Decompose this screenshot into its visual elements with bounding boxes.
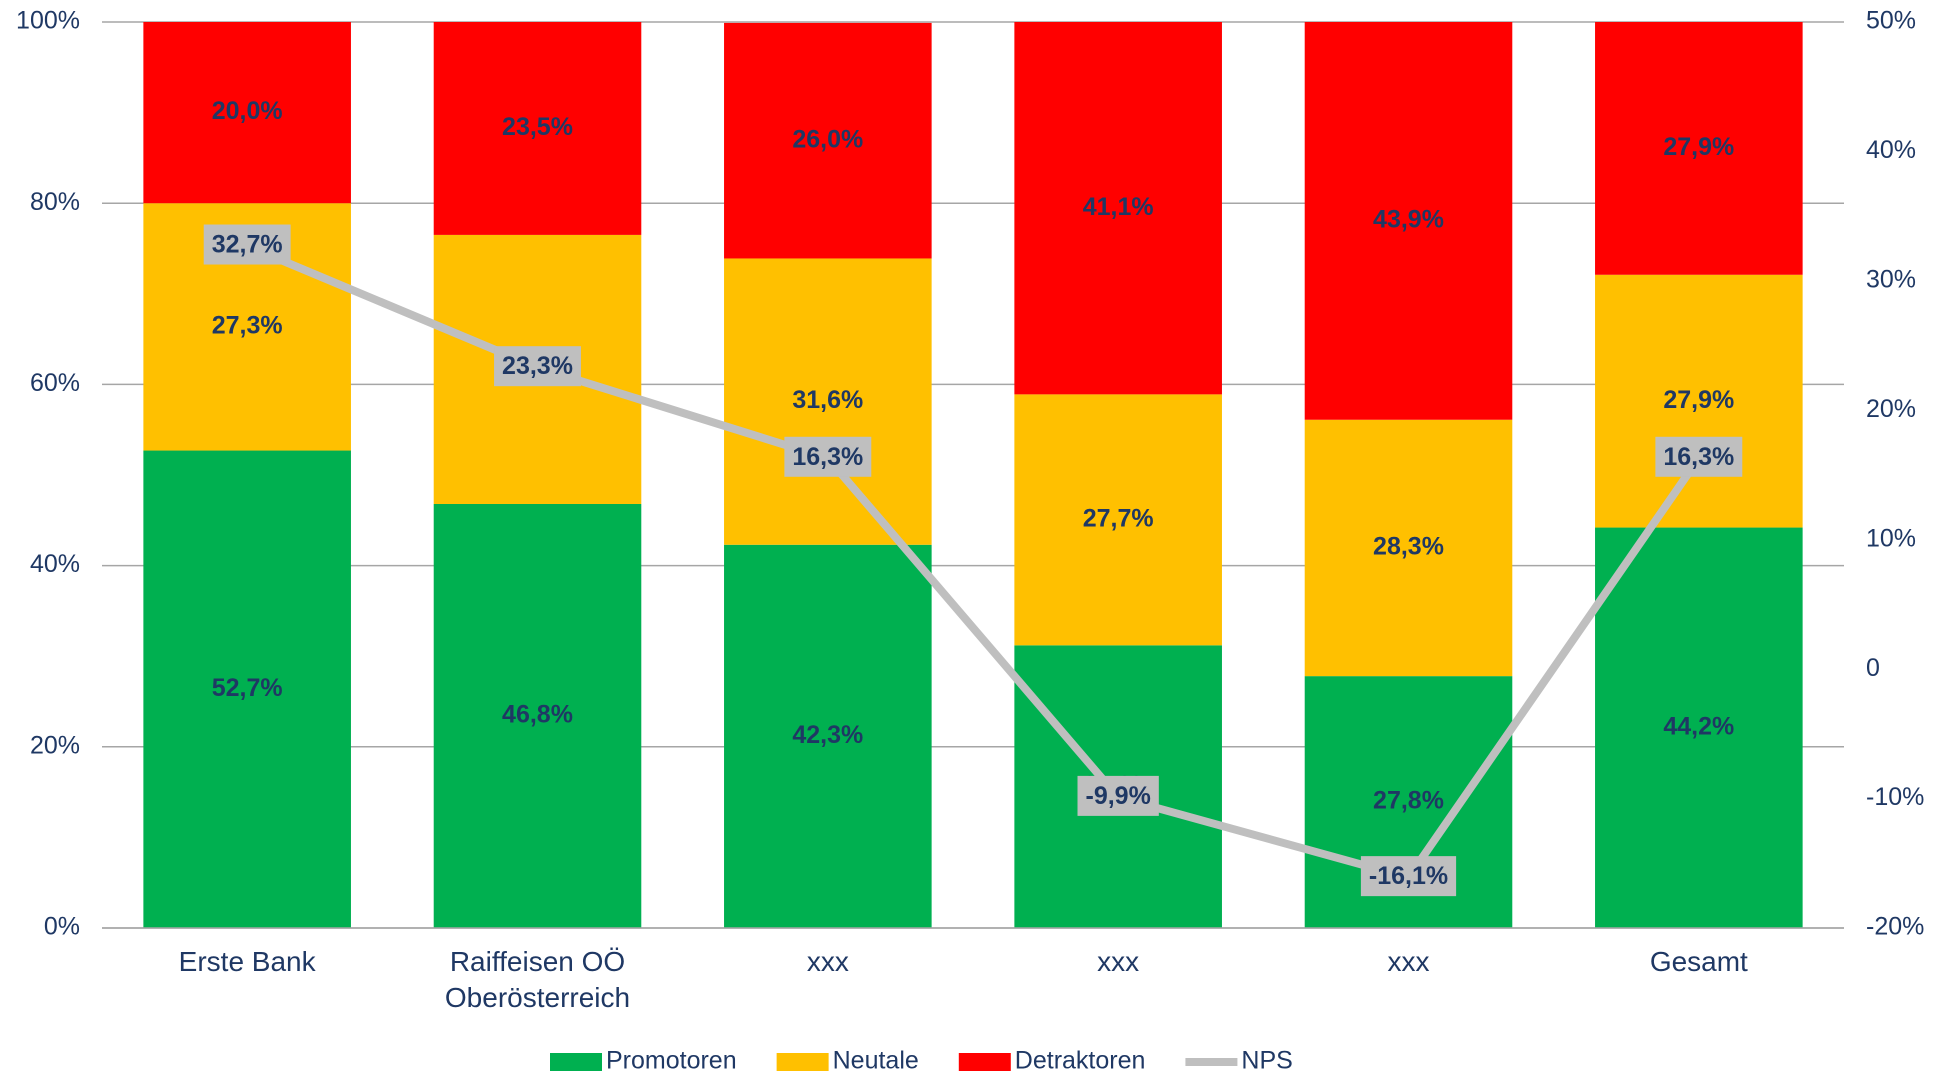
y2-tick-label: -20% <box>1866 913 1924 941</box>
nps-label: 23,3% <box>502 352 573 380</box>
value-label: 44,2% <box>1663 712 1734 740</box>
value-label: 41,1% <box>1083 193 1154 221</box>
x-tick-label: xxx <box>1097 946 1140 977</box>
bar-segment <box>1014 394 1222 646</box>
y2-tick-label: 0 <box>1866 654 1880 682</box>
y-tick-label: 40% <box>30 550 80 578</box>
bar-segment <box>1304 419 1513 677</box>
y-tick-label: 60% <box>30 369 80 397</box>
value-label: 42,3% <box>792 721 863 749</box>
value-label: 27,8% <box>1373 787 1444 815</box>
legend-swatch <box>958 1053 1011 1071</box>
bar-segment <box>724 258 932 545</box>
y2-tick-label: -10% <box>1866 783 1924 811</box>
y-tick-label: 100% <box>16 7 80 35</box>
legend-label: Neutale <box>833 1047 919 1075</box>
bar-segment <box>1595 527 1803 928</box>
x-tick-label: Erste Bank <box>178 946 316 977</box>
value-label: 43,9% <box>1373 205 1444 233</box>
y2-tick-label: 10% <box>1866 524 1916 552</box>
y2-tick-label: 30% <box>1866 265 1916 293</box>
value-label: 27,9% <box>1663 386 1734 414</box>
bar-segment <box>1014 22 1222 395</box>
nps-label: 16,3% <box>792 443 863 471</box>
value-label: 27,7% <box>1083 504 1154 532</box>
value-label: 28,3% <box>1373 533 1444 561</box>
nps-label: -16,1% <box>1369 862 1448 890</box>
legend-label: Promotoren <box>606 1047 737 1075</box>
bar-segment <box>143 450 351 928</box>
value-label: 46,8% <box>502 701 573 729</box>
y2-tick-label: 40% <box>1866 136 1916 164</box>
bar-segment <box>724 22 932 259</box>
value-label: 31,6% <box>792 386 863 414</box>
legend-swatch <box>776 1053 829 1071</box>
legend-swatch <box>550 1053 602 1071</box>
x-tick-label: Gesamt <box>1649 946 1748 977</box>
nps-label: 16,3% <box>1663 443 1734 471</box>
y2-tick-label: 50% <box>1866 7 1916 35</box>
bar-segment <box>433 22 642 235</box>
bar-segment <box>1304 22 1513 420</box>
value-label: 27,9% <box>1663 133 1734 161</box>
value-label: 20,0% <box>212 97 283 125</box>
nps-label-bg <box>1360 856 1457 897</box>
bar-segment <box>433 503 642 928</box>
nps-line <box>245 242 1703 883</box>
x-tick-label: Raiffeisen OÖ Oberösterreich <box>444 946 631 1013</box>
bar-segment <box>1595 274 1803 528</box>
legend-label: NPS <box>1241 1047 1292 1075</box>
value-label: 27,3% <box>212 311 283 339</box>
value-label: 23,5% <box>502 113 573 141</box>
x-tick-label: xxx <box>806 946 849 977</box>
y-tick-label: 20% <box>30 731 80 759</box>
x-tick-label: xxx <box>1387 946 1430 977</box>
nps-label: -9,9% <box>1086 782 1151 810</box>
nps-label: 32,7% <box>212 231 283 259</box>
legend-label: Detraktoren <box>1015 1047 1146 1075</box>
nps-label-bg <box>494 346 581 387</box>
bar-segment <box>143 22 351 204</box>
bar-segment <box>1595 22 1803 275</box>
y-tick-label: 0% <box>44 913 80 941</box>
bar-segment <box>724 544 932 928</box>
nps-label-bg <box>784 436 872 477</box>
value-label: 52,7% <box>212 674 283 702</box>
nps-label-bg <box>203 224 291 265</box>
nps-label-bg <box>1077 775 1159 816</box>
y-tick-label: 80% <box>30 188 80 216</box>
nps-label-bg <box>1655 436 1743 477</box>
value-label: 26,0% <box>792 125 863 153</box>
y2-tick-label: 20% <box>1866 395 1916 423</box>
